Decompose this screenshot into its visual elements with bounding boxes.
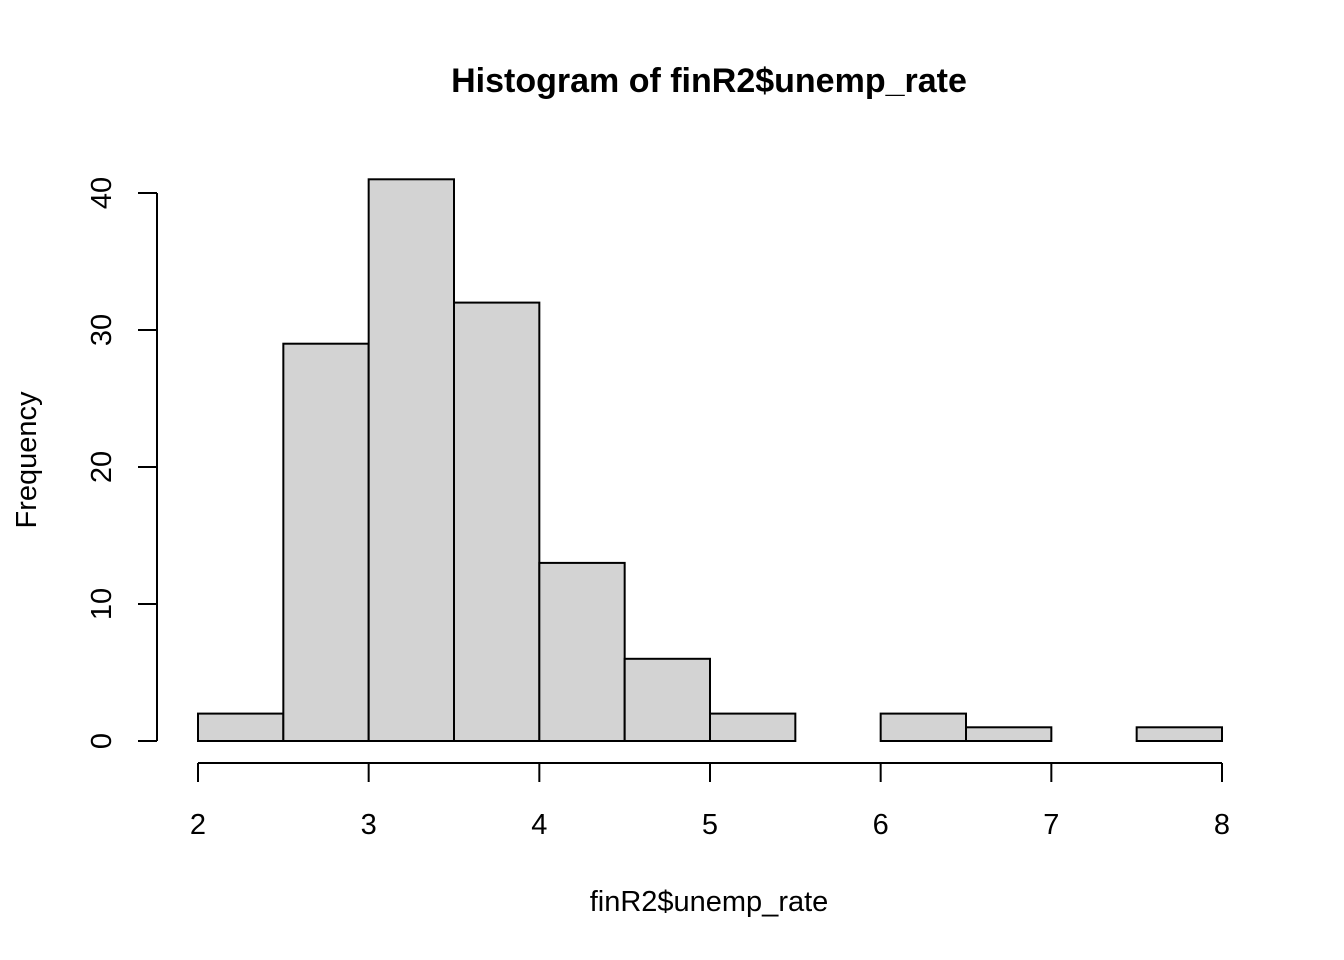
x-tick-label: 2 [190, 809, 206, 841]
y-tick-label: 0 [86, 733, 118, 749]
histogram-bar [538, 561, 626, 743]
x-axis: 2 3 4 5 6 7 8 [190, 762, 1230, 841]
x-tick-label: 5 [702, 809, 718, 841]
y-tick-label: 20 [86, 451, 118, 483]
histogram-bar [623, 657, 712, 742]
x-tick-label: 8 [1214, 809, 1230, 841]
y-tick-label: 30 [86, 314, 118, 346]
histogram-bar [709, 712, 797, 742]
x-tick-label: 6 [873, 809, 889, 841]
histogram-bar [879, 712, 968, 742]
histogram-bar [197, 712, 285, 742]
x-tick-label: 4 [531, 809, 547, 841]
y-axis: 0 10 20 30 40 [86, 177, 158, 749]
x-tick-label: 3 [361, 809, 377, 841]
y-tick-label: 40 [86, 177, 118, 209]
histogram-bar [453, 301, 541, 742]
histogram-bar [965, 726, 1053, 742]
histogram-bar [1135, 726, 1223, 742]
bars-layer [197, 178, 1223, 743]
histogram-bar [367, 178, 455, 743]
x-axis-label: finR2$unemp_rate [590, 886, 829, 918]
y-axis-label: Frequency [11, 391, 43, 529]
x-tick-label: 7 [1043, 809, 1059, 841]
histogram-bar [282, 342, 370, 742]
y-tick-label: 10 [86, 588, 118, 620]
chart-title: Histogram of finR2$unemp_rate [451, 62, 967, 100]
